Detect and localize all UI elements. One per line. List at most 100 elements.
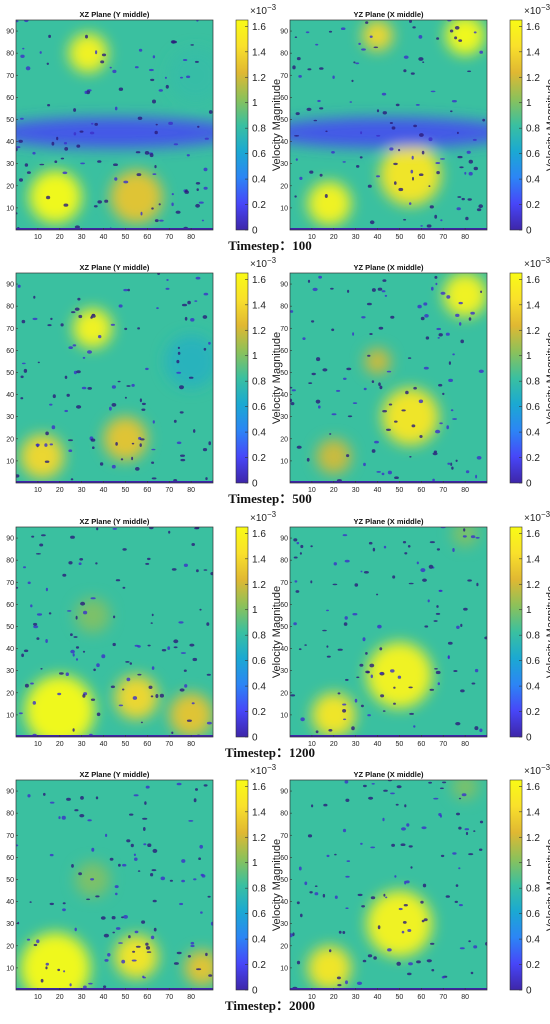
speckle (151, 666, 155, 670)
speckle (154, 219, 159, 223)
colorbar-tick-label: 0 (252, 479, 258, 490)
speckle (61, 815, 66, 820)
speckle (458, 797, 462, 800)
speckle (345, 980, 348, 985)
speckle (158, 89, 163, 92)
speckle (35, 553, 41, 555)
speckle (172, 40, 177, 44)
speckle (438, 333, 443, 337)
speckle (334, 853, 337, 856)
speckle (96, 663, 100, 668)
speckle (406, 823, 410, 827)
speckle (183, 669, 187, 672)
speckle (151, 477, 157, 480)
speckle (455, 459, 458, 462)
speckle (155, 123, 158, 126)
velocity-blob (362, 20, 393, 51)
speckle (459, 166, 464, 169)
speckle (381, 290, 386, 293)
speckle (342, 161, 346, 163)
speckle (45, 587, 49, 592)
speckle (352, 402, 358, 404)
y-tick-label: 80 (6, 811, 14, 818)
speckle (452, 418, 457, 420)
speckle (206, 673, 211, 676)
speckle (23, 566, 26, 569)
speckle (122, 586, 126, 589)
speckle (196, 20, 199, 22)
speckle (131, 383, 135, 387)
x-tick-label: 30 (78, 994, 86, 1001)
speckle (203, 569, 208, 571)
speckle (73, 636, 78, 638)
x-tick-label: 60 (143, 487, 151, 494)
speckle (205, 952, 208, 957)
velocity-blob (164, 334, 213, 388)
speckle (418, 399, 424, 404)
speckle (426, 959, 432, 963)
speckle (329, 433, 332, 435)
y-tick-label: 10 (280, 712, 288, 719)
x-tick-label: 70 (165, 741, 173, 748)
speckle (461, 793, 467, 797)
speckle (376, 134, 381, 137)
y-tick-label: 50 (280, 624, 288, 631)
colorbar-tick-label: 1.6 (252, 22, 266, 33)
x-tick-label: 20 (330, 487, 338, 494)
speckle (138, 48, 143, 52)
speckle (456, 131, 459, 135)
speckle (206, 622, 210, 626)
speckle (115, 442, 118, 446)
speckle (152, 173, 157, 176)
timestep-label: Timestep：100 (228, 238, 312, 253)
speckle (292, 932, 295, 937)
speckle (311, 320, 315, 323)
speckle (476, 582, 479, 587)
speckle (133, 853, 136, 857)
speckle (118, 942, 123, 944)
speckle (145, 367, 149, 371)
speckle (326, 645, 329, 648)
heatmap-panel: XZ Plane (Y middle)10 20 30 40 50 60 70 8010203… (6, 510, 283, 748)
speckle (202, 448, 208, 452)
speckle (203, 784, 208, 787)
speckle (363, 462, 366, 467)
speckle (368, 796, 374, 800)
speckle (447, 462, 451, 465)
colorbar-label: Velocity Magnitude (545, 332, 550, 424)
speckle (337, 692, 341, 695)
speckle (132, 696, 138, 700)
speckle (422, 578, 427, 582)
speckle (479, 50, 484, 54)
speckle (98, 335, 102, 339)
speckle (349, 101, 353, 103)
speckle (145, 942, 149, 946)
speckle (54, 160, 58, 163)
speckle (425, 336, 430, 340)
speckle (208, 341, 211, 345)
speckle (365, 21, 369, 24)
speckle (478, 369, 484, 373)
speckle (432, 452, 438, 456)
speckle (436, 171, 440, 175)
speckle (294, 195, 297, 198)
speckle (74, 809, 79, 812)
y-tick-label: 20 (280, 943, 288, 950)
speckle (436, 605, 439, 608)
speckle (429, 205, 434, 209)
speckle (48, 612, 52, 615)
speckle (45, 431, 49, 436)
y-tick-label: 50 (6, 117, 14, 124)
x-tick-label: 60 (417, 994, 425, 1001)
x-tick-label: 80 (461, 234, 469, 241)
speckle (40, 978, 44, 983)
heatmap-field (290, 780, 487, 990)
y-tick-label: 60 (6, 348, 14, 355)
heatmap-field (16, 273, 213, 483)
speckle (318, 275, 322, 279)
speckle (72, 653, 75, 657)
speckle (307, 68, 312, 71)
speckle (62, 573, 67, 577)
colorbar-tick-label: 0 (526, 986, 532, 997)
speckle (398, 187, 404, 192)
